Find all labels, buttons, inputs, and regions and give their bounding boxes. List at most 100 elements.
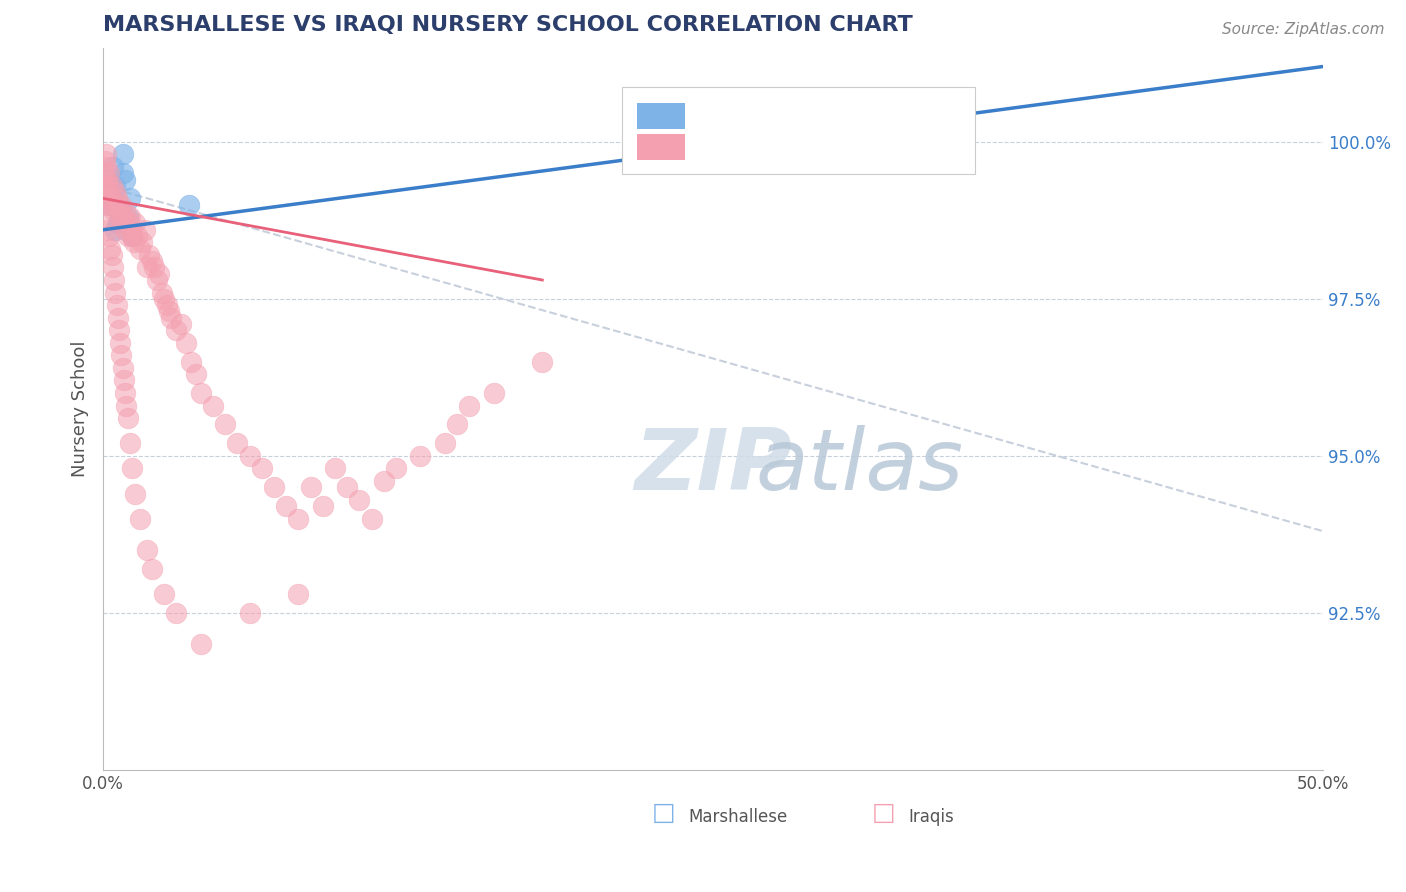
Point xyxy=(108,335,131,350)
Point xyxy=(101,197,124,211)
Text: □: □ xyxy=(652,801,676,825)
Point xyxy=(117,411,139,425)
Point xyxy=(104,223,127,237)
Point xyxy=(111,217,134,231)
Text: Iraqis: Iraqis xyxy=(908,808,955,826)
Point xyxy=(214,417,236,432)
Point xyxy=(105,298,128,312)
Point xyxy=(100,248,122,262)
Point xyxy=(121,461,143,475)
Point xyxy=(134,223,156,237)
Point xyxy=(94,197,117,211)
Point xyxy=(101,260,124,275)
Point xyxy=(111,360,134,375)
Point xyxy=(118,211,141,225)
Point xyxy=(114,172,136,186)
Point xyxy=(108,203,131,218)
Point xyxy=(136,260,159,275)
Point xyxy=(110,197,132,211)
Point xyxy=(104,285,127,300)
Point xyxy=(93,178,115,193)
Point xyxy=(143,260,166,275)
Point xyxy=(336,480,359,494)
Point xyxy=(105,191,128,205)
Point xyxy=(148,267,170,281)
Point xyxy=(146,273,169,287)
Point xyxy=(100,242,122,256)
Point xyxy=(174,335,197,350)
Text: □: □ xyxy=(872,801,896,825)
Point xyxy=(100,185,122,199)
Text: N =: N = xyxy=(823,105,875,123)
Point xyxy=(238,606,260,620)
Point xyxy=(100,178,122,193)
Point xyxy=(107,217,129,231)
Point xyxy=(751,122,773,136)
Point xyxy=(433,436,456,450)
Point xyxy=(103,203,125,218)
Point xyxy=(138,248,160,262)
Point xyxy=(114,386,136,401)
Point xyxy=(180,354,202,368)
Point xyxy=(120,223,142,237)
Point xyxy=(100,191,122,205)
Point xyxy=(170,317,193,331)
Point xyxy=(177,197,200,211)
Text: atlas: atlas xyxy=(755,425,963,508)
Point xyxy=(121,229,143,244)
Text: Source: ZipAtlas.com: Source: ZipAtlas.com xyxy=(1222,22,1385,37)
Point xyxy=(96,172,118,186)
Text: N =: N = xyxy=(832,137,873,155)
Point xyxy=(94,160,117,174)
Point xyxy=(373,474,395,488)
Point xyxy=(118,217,141,231)
Point xyxy=(165,606,187,620)
Point xyxy=(287,511,309,525)
Point xyxy=(104,178,127,193)
Point xyxy=(482,386,505,401)
Point xyxy=(96,178,118,193)
Point xyxy=(115,223,138,237)
Point xyxy=(124,486,146,500)
Point xyxy=(155,298,177,312)
Point xyxy=(115,399,138,413)
Point xyxy=(131,235,153,250)
Text: 0.570: 0.570 xyxy=(754,105,810,123)
Point xyxy=(93,166,115,180)
Point xyxy=(349,492,371,507)
Point xyxy=(128,511,150,525)
Point xyxy=(153,292,176,306)
Text: MARSHALLESE VS IRAQI NURSERY SCHOOL CORRELATION CHART: MARSHALLESE VS IRAQI NURSERY SCHOOL CORR… xyxy=(103,15,912,35)
Point xyxy=(190,386,212,401)
Point xyxy=(108,323,131,337)
Point xyxy=(531,354,554,368)
FancyBboxPatch shape xyxy=(637,103,685,128)
Text: -0.167: -0.167 xyxy=(754,137,818,155)
FancyBboxPatch shape xyxy=(637,134,685,160)
Point xyxy=(136,543,159,558)
Point xyxy=(104,185,127,199)
Point xyxy=(157,304,180,318)
Point xyxy=(112,374,135,388)
Point xyxy=(94,191,117,205)
Point xyxy=(96,211,118,225)
Point xyxy=(108,211,131,225)
Point xyxy=(121,229,143,244)
Point xyxy=(101,160,124,174)
Point xyxy=(141,254,163,268)
Point xyxy=(458,399,481,413)
Point xyxy=(97,191,120,205)
Point xyxy=(323,461,346,475)
Point xyxy=(127,229,149,244)
Point xyxy=(117,229,139,244)
Point xyxy=(141,562,163,576)
Point xyxy=(117,211,139,225)
Point xyxy=(190,637,212,651)
Point xyxy=(184,368,207,382)
Point xyxy=(238,449,260,463)
Point xyxy=(201,399,224,413)
Point xyxy=(118,436,141,450)
Point xyxy=(263,480,285,494)
Point xyxy=(103,273,125,287)
Point xyxy=(250,461,273,475)
